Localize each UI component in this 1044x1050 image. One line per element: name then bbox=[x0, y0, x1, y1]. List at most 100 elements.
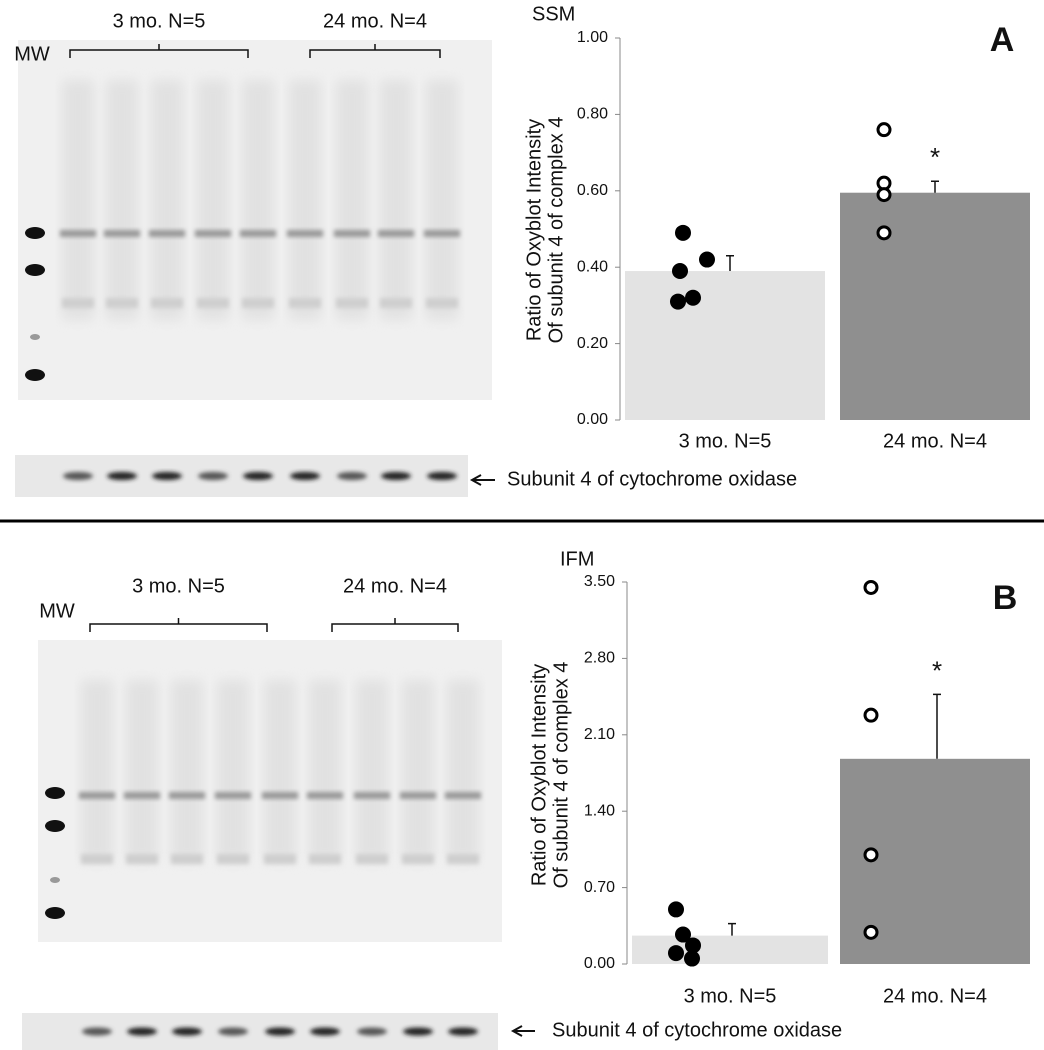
group-bracket bbox=[331, 618, 459, 632]
blot-band bbox=[426, 298, 458, 308]
data-point bbox=[685, 937, 701, 954]
y-axis-label: Of subunit 4 of complex 4 bbox=[550, 662, 572, 889]
blot-band bbox=[79, 792, 115, 799]
blot-band bbox=[60, 230, 96, 237]
band-label: Subunit 4 of cytochrome oxidase bbox=[552, 1019, 842, 1041]
blot-band bbox=[169, 792, 205, 799]
y-tick-label: 0.60 bbox=[577, 182, 608, 199]
group-bracket bbox=[89, 618, 268, 632]
mw-marker bbox=[25, 369, 45, 381]
mw-marker bbox=[25, 264, 45, 276]
bar bbox=[840, 192, 1030, 420]
mw-marker bbox=[45, 820, 65, 832]
mw-label: MW bbox=[14, 43, 50, 65]
group-label: 24 mo. N=4 bbox=[323, 10, 427, 32]
blot-band bbox=[400, 792, 436, 799]
error-bar bbox=[726, 254, 734, 272]
blot-small-band bbox=[265, 1027, 295, 1036]
y-tick-label: 3.50 bbox=[584, 573, 615, 590]
blot-band bbox=[287, 230, 323, 237]
blot-small-band bbox=[82, 1027, 112, 1036]
blot-band bbox=[356, 854, 388, 864]
data-point bbox=[863, 924, 879, 940]
blot-smear bbox=[264, 680, 296, 862]
panel-label: A bbox=[990, 21, 1015, 59]
arrow bbox=[510, 1025, 535, 1037]
blot-smear bbox=[217, 680, 249, 862]
mw-label: MW bbox=[39, 600, 75, 622]
blot-band bbox=[62, 298, 94, 308]
blot-band bbox=[106, 298, 138, 308]
mw-marker bbox=[45, 787, 65, 799]
data-point bbox=[675, 926, 691, 943]
blot-smear bbox=[171, 680, 203, 862]
blot-small-band bbox=[172, 1027, 202, 1036]
bar bbox=[625, 271, 825, 420]
blot-small-band bbox=[310, 1027, 340, 1036]
blot-smear bbox=[151, 80, 183, 320]
blot-smear bbox=[336, 80, 368, 320]
y-tick-label: 1.40 bbox=[584, 802, 615, 819]
blot-small-band bbox=[427, 472, 457, 480]
y-tick-label: 1.00 bbox=[577, 29, 608, 46]
blot-band bbox=[289, 298, 321, 308]
blot-smear bbox=[242, 80, 274, 320]
blot-small-band bbox=[218, 1027, 248, 1036]
arrow bbox=[469, 474, 495, 486]
blot-smear bbox=[197, 80, 229, 320]
significance: * bbox=[930, 142, 940, 172]
blot-small-band bbox=[127, 1027, 157, 1036]
y-tick-label: 2.80 bbox=[584, 650, 615, 667]
chart-title: IFM bbox=[560, 548, 594, 570]
blot-band bbox=[262, 792, 298, 799]
blot-smear bbox=[126, 680, 158, 862]
y-tick-label: 0.80 bbox=[577, 106, 608, 123]
data-point bbox=[670, 293, 686, 310]
data-point bbox=[675, 224, 691, 241]
blot-smear bbox=[402, 680, 434, 862]
data-point bbox=[863, 579, 879, 595]
bar bbox=[632, 935, 828, 964]
panel-label: B bbox=[993, 579, 1018, 617]
blot-band bbox=[197, 298, 229, 308]
data-point bbox=[684, 950, 700, 967]
blot-band bbox=[81, 854, 113, 864]
data-point bbox=[876, 225, 892, 241]
blot-band bbox=[264, 854, 296, 864]
blot-band bbox=[445, 792, 481, 799]
blot-smear bbox=[81, 680, 113, 862]
y-tick-label: 2.10 bbox=[584, 726, 615, 743]
data-point bbox=[685, 289, 701, 306]
y-tick-label: 0.20 bbox=[577, 335, 608, 352]
band-label: Subunit 4 of cytochrome oxidase bbox=[507, 468, 797, 490]
data-point bbox=[699, 251, 715, 268]
blot-smear bbox=[106, 80, 138, 320]
blot-small-band bbox=[243, 472, 273, 480]
blot-band bbox=[151, 298, 183, 308]
blot-smear bbox=[289, 80, 321, 320]
y-tick-label: 0.00 bbox=[577, 411, 608, 428]
blot-smear bbox=[426, 80, 458, 320]
blot-band bbox=[334, 230, 370, 237]
blot-small-band bbox=[381, 472, 411, 480]
data-point bbox=[876, 187, 892, 203]
blot-band bbox=[104, 230, 140, 237]
blot-band bbox=[402, 854, 434, 864]
blot-small-band bbox=[152, 472, 182, 480]
group-label: 3 mo. N=5 bbox=[113, 10, 206, 32]
blot-smear bbox=[380, 80, 412, 320]
blot-band bbox=[307, 792, 343, 799]
blot-band bbox=[424, 230, 460, 237]
data-point bbox=[668, 901, 684, 918]
blot-smear bbox=[447, 680, 479, 862]
significance: * bbox=[932, 655, 942, 685]
blot-band bbox=[217, 854, 249, 864]
blot-smear bbox=[356, 680, 388, 862]
group-label: 3 mo. N=5 bbox=[132, 575, 225, 597]
mw-marker bbox=[25, 227, 45, 239]
error-bar bbox=[728, 922, 736, 936]
error-bar bbox=[931, 180, 939, 193]
x-tick-label: 3 mo. N=5 bbox=[684, 985, 777, 1007]
blot-smear bbox=[309, 680, 341, 862]
